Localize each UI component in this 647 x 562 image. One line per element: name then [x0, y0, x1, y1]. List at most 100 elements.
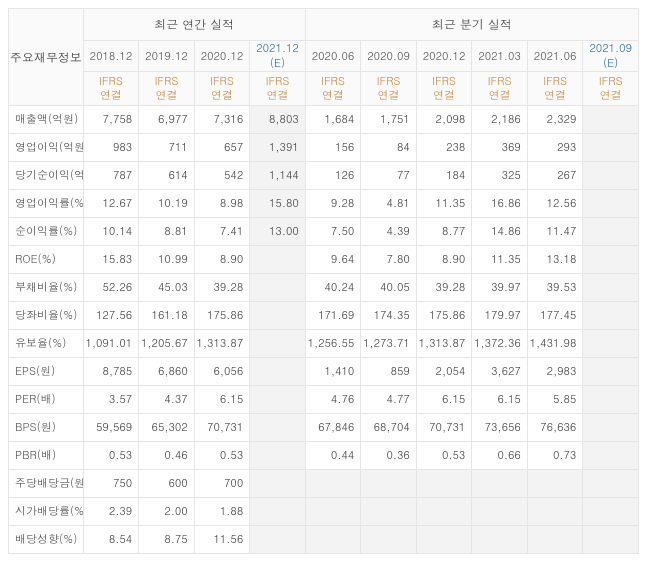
- value-cell: 369: [472, 134, 528, 162]
- value-cell: 600: [139, 470, 195, 498]
- value-cell: 52.26: [83, 274, 139, 302]
- value-cell: 0.73: [527, 442, 583, 470]
- table-row: 부채비율(%)52.2645.0339.2840.2440.0539.2839.…: [9, 274, 639, 302]
- metric-label: PBR(배): [9, 442, 84, 470]
- period-header: 2018.12: [83, 41, 139, 72]
- value-cell: 13.18: [527, 246, 583, 274]
- value-cell: [472, 470, 528, 498]
- value-cell: 238: [416, 134, 472, 162]
- value-cell: 1,205.67: [139, 330, 195, 358]
- metric-label: 영업이익(억원): [9, 134, 84, 162]
- value-cell: 6.15: [472, 386, 528, 414]
- value-cell: [472, 498, 528, 526]
- value-cell: 16.86: [472, 190, 528, 218]
- basis-header: IFRS연결: [194, 72, 250, 106]
- value-cell: [527, 498, 583, 526]
- value-cell: [361, 498, 417, 526]
- value-cell: 40.24: [305, 274, 361, 302]
- value-cell: 1,410: [305, 358, 361, 386]
- value-cell: 70,731: [416, 414, 472, 442]
- value-cell: 13.00: [250, 218, 306, 246]
- value-cell: [583, 526, 639, 554]
- value-cell: 1,391: [250, 134, 306, 162]
- value-cell: 1,256.55: [305, 330, 361, 358]
- value-cell: 750: [83, 470, 139, 498]
- table-row: BPS(원)59,56965,30270,73167,84668,70470,7…: [9, 414, 639, 442]
- period-header: 2020.06: [305, 41, 361, 72]
- metric-label: 유보율(%): [9, 330, 84, 358]
- value-cell: [583, 442, 639, 470]
- value-cell: [250, 470, 306, 498]
- value-cell: 179.97: [472, 302, 528, 330]
- basis-header: IFRS연결: [139, 72, 195, 106]
- value-cell: 3,627: [472, 358, 528, 386]
- value-cell: 65,302: [139, 414, 195, 442]
- value-cell: 39.28: [194, 274, 250, 302]
- value-cell: 293: [527, 134, 583, 162]
- value-cell: [250, 414, 306, 442]
- table-row: 유보율(%)1,091.011,205.671,313.871,256.551,…: [9, 330, 639, 358]
- value-cell: 4.39: [361, 218, 417, 246]
- value-cell: 6,977: [139, 106, 195, 134]
- value-cell: [416, 526, 472, 554]
- value-cell: [583, 162, 639, 190]
- value-cell: 11.35: [416, 190, 472, 218]
- basis-header: IFRS연결: [527, 72, 583, 106]
- basis-header: IFRS연결: [416, 72, 472, 106]
- value-cell: 1,751: [361, 106, 417, 134]
- table-row: EPS(원)8,7856,8606,0561,4108592,0543,6272…: [9, 358, 639, 386]
- value-cell: 8.54: [83, 526, 139, 554]
- value-cell: 2,983: [527, 358, 583, 386]
- period-header: 2021.09 (E): [583, 41, 639, 72]
- value-cell: [305, 470, 361, 498]
- value-cell: 11.35: [472, 246, 528, 274]
- value-cell: 171.69: [305, 302, 361, 330]
- period-header: 2021.12 (E): [250, 41, 306, 72]
- value-cell: 73,656: [472, 414, 528, 442]
- metric-label: ROE(%): [9, 246, 84, 274]
- period-row: 2018.122019.122020.122021.12 (E)2020.062…: [9, 41, 639, 72]
- table-row: 당기순이익(억원)7876145421,14412677184325267: [9, 162, 639, 190]
- metric-label: 시가배당률(%): [9, 498, 84, 526]
- value-cell: 657: [194, 134, 250, 162]
- basis-row: IFRS연결IFRS연결IFRS연결IFRS연결IFRS연결IFRS연결IFRS…: [9, 72, 639, 106]
- value-cell: 1,313.87: [416, 330, 472, 358]
- value-cell: 8,785: [83, 358, 139, 386]
- value-cell: 177.45: [527, 302, 583, 330]
- value-cell: 8.98: [194, 190, 250, 218]
- value-cell: 6.15: [416, 386, 472, 414]
- table-row: 당좌비율(%)127.56161.18175.86171.69174.35175…: [9, 302, 639, 330]
- value-cell: 2,054: [416, 358, 472, 386]
- value-cell: [250, 386, 306, 414]
- value-cell: 0.46: [139, 442, 195, 470]
- value-cell: [250, 442, 306, 470]
- table-row: 배당성향(%)8.548.7511.56: [9, 526, 639, 554]
- value-cell: 700: [194, 470, 250, 498]
- metric-label: EPS(원): [9, 358, 84, 386]
- value-cell: [527, 526, 583, 554]
- value-cell: 8,803: [250, 106, 306, 134]
- basis-header: IFRS연결: [583, 72, 639, 106]
- value-cell: [250, 302, 306, 330]
- value-cell: [361, 526, 417, 554]
- value-cell: 126: [305, 162, 361, 190]
- table-row: 영업이익(억원)9837116571,39115684238369293: [9, 134, 639, 162]
- value-cell: 39.97: [472, 274, 528, 302]
- value-cell: 5.85: [527, 386, 583, 414]
- value-cell: 1,313.87: [194, 330, 250, 358]
- value-cell: 8.77: [416, 218, 472, 246]
- metric-label: 배당성향(%): [9, 526, 84, 554]
- value-cell: 175.86: [194, 302, 250, 330]
- value-cell: 11.56: [194, 526, 250, 554]
- value-cell: 859: [361, 358, 417, 386]
- table-row: 영업이익률(%)12.6710.198.9815.809.284.8111.35…: [9, 190, 639, 218]
- basis-header: IFRS연결: [305, 72, 361, 106]
- value-cell: [250, 526, 306, 554]
- value-cell: [472, 526, 528, 554]
- value-cell: 711: [139, 134, 195, 162]
- metric-label: 부채비율(%): [9, 274, 84, 302]
- value-cell: [583, 414, 639, 442]
- value-cell: 1,684: [305, 106, 361, 134]
- value-cell: 67,846: [305, 414, 361, 442]
- table-row: 매출액(억원)7,7586,9777,3168,8031,6841,7512,0…: [9, 106, 639, 134]
